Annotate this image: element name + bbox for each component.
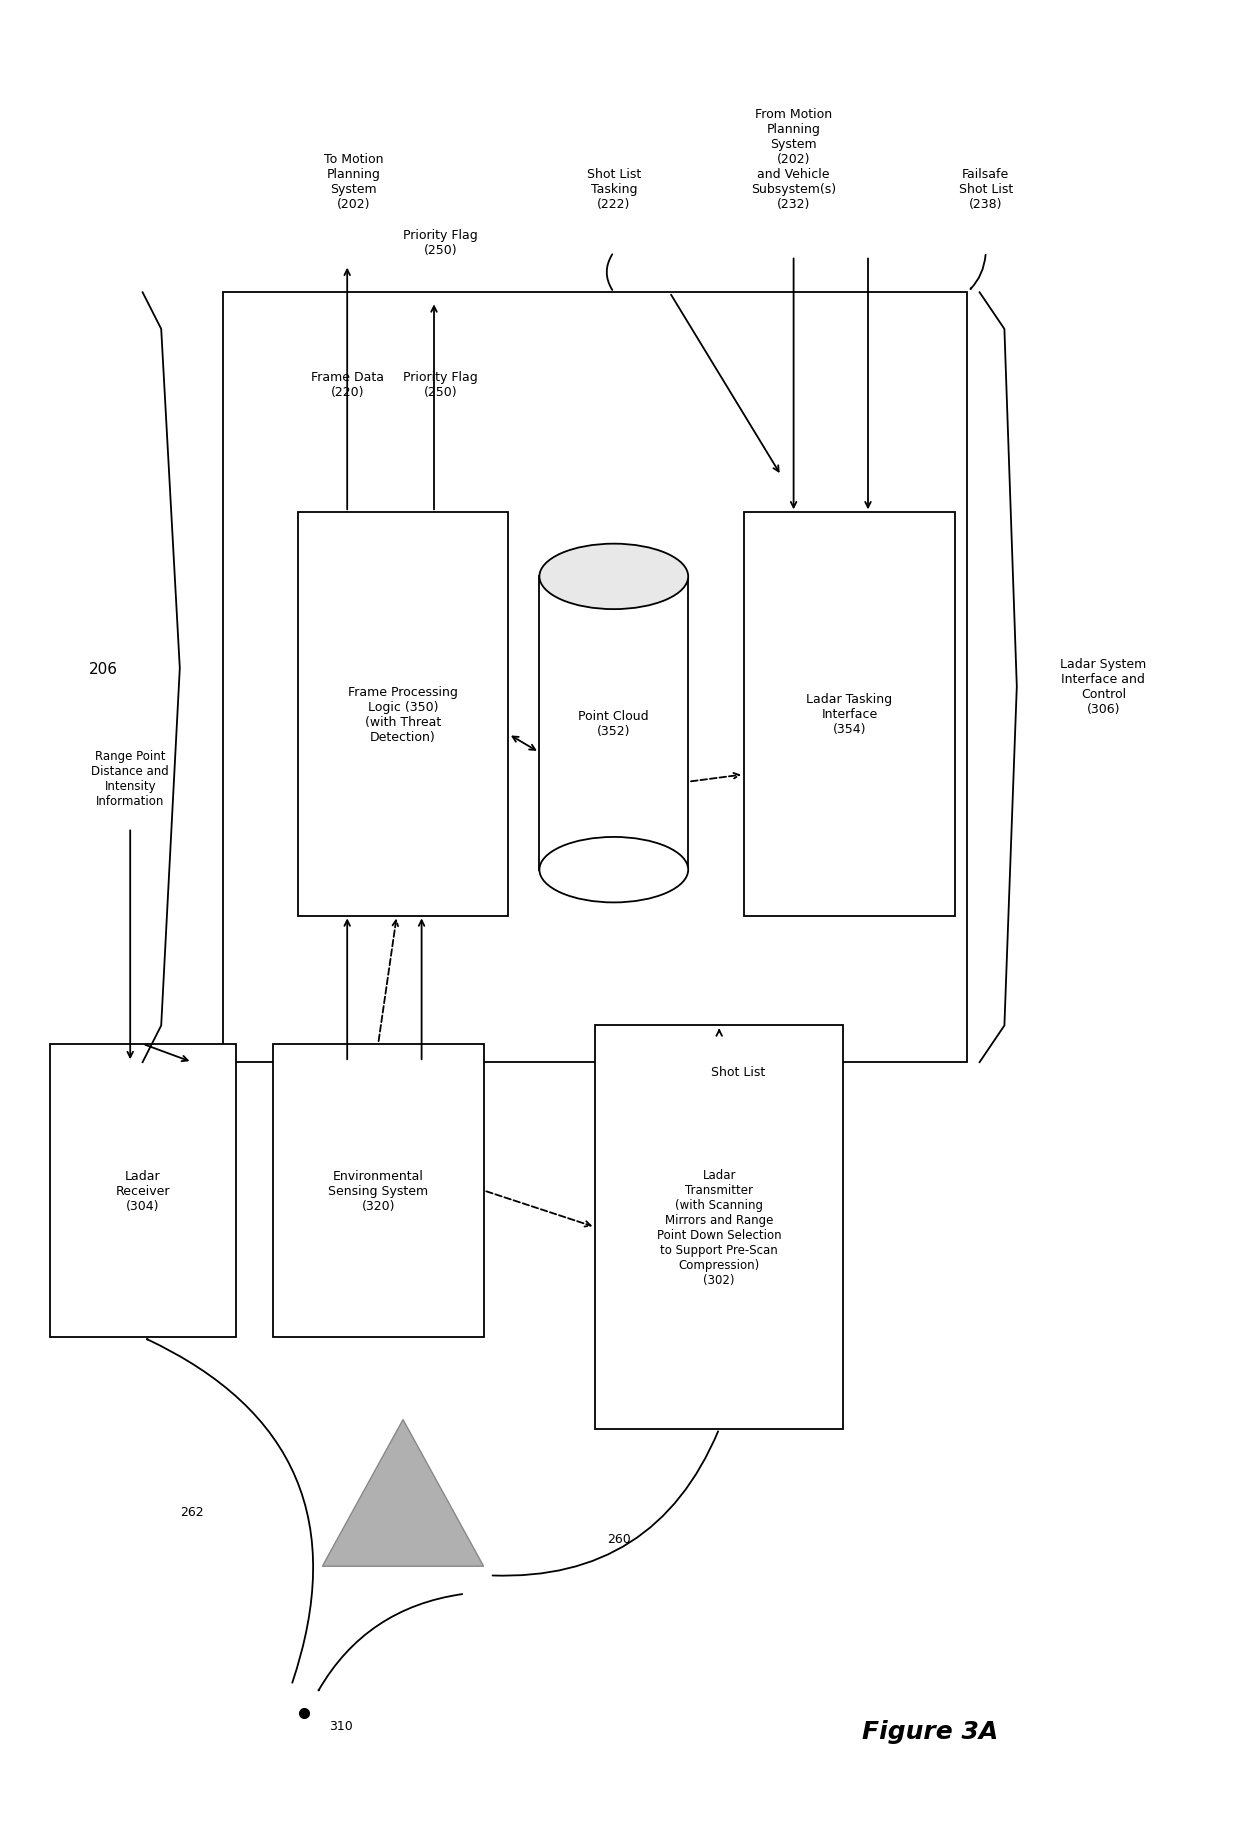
FancyBboxPatch shape (595, 1026, 843, 1429)
Text: Ladar
Receiver
(304): Ladar Receiver (304) (115, 1169, 170, 1213)
Text: Frame Processing
Logic (350)
(with Threat
Detection): Frame Processing Logic (350) (with Threa… (348, 685, 458, 744)
Text: To Motion
Planning
System
(202): To Motion Planning System (202) (324, 152, 383, 211)
Text: Ladar System
Interface and
Control
(306): Ladar System Interface and Control (306) (1060, 658, 1147, 716)
FancyBboxPatch shape (298, 513, 508, 916)
FancyBboxPatch shape (744, 513, 955, 916)
FancyBboxPatch shape (273, 1044, 484, 1337)
FancyBboxPatch shape (50, 1044, 236, 1337)
Text: Failsafe
Shot List
(238): Failsafe Shot List (238) (959, 169, 1013, 211)
Text: Ladar
Transmitter
(with Scanning
Mirrors and Range
Point Down Selection
to Suppo: Ladar Transmitter (with Scanning Mirrors… (657, 1169, 781, 1286)
FancyBboxPatch shape (539, 577, 688, 870)
FancyBboxPatch shape (223, 293, 967, 1063)
Text: Ladar Tasking
Interface
(354): Ladar Tasking Interface (354) (806, 692, 893, 736)
FancyArrowPatch shape (148, 1339, 314, 1684)
FancyArrowPatch shape (971, 256, 986, 289)
Text: Point Cloud
(352): Point Cloud (352) (579, 709, 649, 738)
Ellipse shape (539, 837, 688, 903)
Text: 310: 310 (329, 1718, 352, 1733)
Text: 260: 260 (608, 1532, 631, 1546)
Text: From Motion
Planning
System
(202)
and Vehicle
Subsystem(s)
(232): From Motion Planning System (202) and Ve… (751, 108, 836, 211)
Text: Range Point
Distance and
Intensity
Information: Range Point Distance and Intensity Infor… (92, 749, 169, 808)
Text: Frame Data
(220): Frame Data (220) (311, 370, 383, 399)
Text: Environmental
Sensing System
(320): Environmental Sensing System (320) (329, 1169, 428, 1213)
Ellipse shape (539, 544, 688, 610)
Text: Figure 3A: Figure 3A (862, 1718, 998, 1744)
Text: Priority Flag
(250): Priority Flag (250) (403, 370, 477, 399)
Polygon shape (322, 1420, 484, 1566)
FancyArrowPatch shape (606, 255, 613, 291)
FancyArrowPatch shape (319, 1594, 463, 1691)
FancyArrowPatch shape (492, 1431, 718, 1576)
Text: 206: 206 (89, 661, 118, 676)
Text: 262: 262 (180, 1504, 203, 1519)
Text: Shot List
Tasking
(222): Shot List Tasking (222) (587, 169, 641, 211)
Text: Shot List: Shot List (711, 1064, 765, 1079)
Text: Priority Flag
(250): Priority Flag (250) (403, 229, 477, 256)
